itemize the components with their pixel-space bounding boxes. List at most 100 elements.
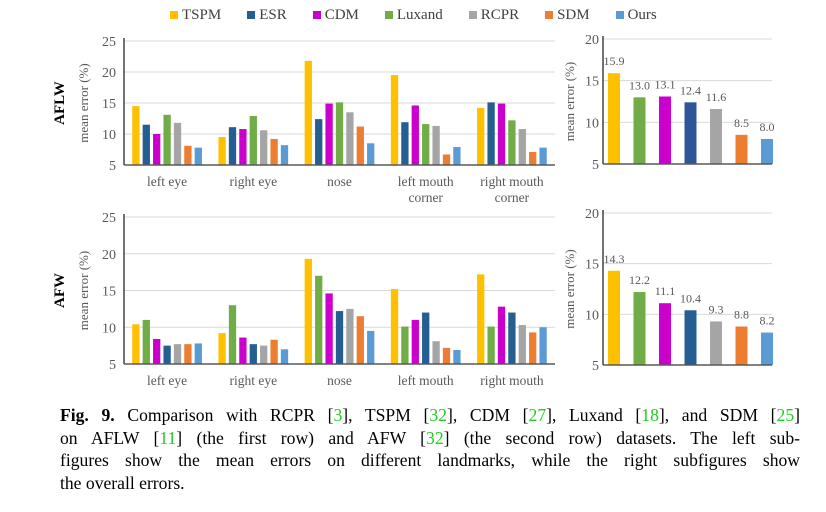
citation-link[interactable]: 3 bbox=[333, 405, 343, 425]
caption-text: Comparison with RCPR [ bbox=[114, 405, 334, 425]
caption-text: on AFLW [ bbox=[60, 427, 160, 448]
bar-rcpr bbox=[346, 308, 354, 364]
x-tick-label: left mouth bbox=[398, 174, 454, 189]
bar-tspm bbox=[477, 107, 485, 165]
bar-cdm bbox=[325, 293, 333, 364]
bar-esr bbox=[142, 124, 150, 165]
x-tick-label: right mouth bbox=[480, 174, 544, 189]
bar-cdm bbox=[325, 103, 333, 165]
caption-line: Fig. 9. Comparison with RCPR [3], TSPM [… bbox=[60, 404, 800, 427]
data-label: 11.6 bbox=[706, 90, 727, 104]
bar-ours bbox=[367, 143, 375, 165]
caption-text: figures show the mean errors on differen… bbox=[60, 450, 800, 470]
bar-sdm bbox=[184, 145, 192, 165]
caption-text: ], and SDM [ bbox=[658, 405, 777, 425]
legend-item-ours: Ours bbox=[615, 5, 657, 25]
data-label: 12.4 bbox=[680, 83, 701, 97]
legend-item-sdm: SDM bbox=[545, 5, 590, 25]
legend-item-esr: ESR bbox=[247, 5, 287, 25]
bar-luxand bbox=[633, 97, 646, 164]
caption-text: ], CDM [ bbox=[446, 405, 529, 425]
bar-ours bbox=[539, 327, 547, 364]
caption-text: the overall errors. bbox=[60, 472, 185, 493]
bar-tspm bbox=[477, 274, 485, 364]
bar-tspm bbox=[304, 258, 312, 364]
bar-esr bbox=[422, 312, 430, 364]
bar-cdm bbox=[239, 129, 247, 165]
citation-link[interactable]: 18 bbox=[641, 405, 659, 425]
bar-sdm bbox=[442, 154, 451, 165]
bar-cdm bbox=[411, 105, 419, 165]
y-axis-label: mean error (%) bbox=[76, 251, 91, 330]
bar-tspm bbox=[304, 60, 312, 166]
data-label: 8.8 bbox=[734, 307, 749, 321]
bar-cdm bbox=[659, 303, 671, 365]
bar-cdm bbox=[411, 319, 419, 364]
x-tick-label: left eye bbox=[147, 174, 187, 189]
bar-rcpr bbox=[260, 130, 268, 165]
bar-luxand bbox=[401, 326, 409, 364]
bar-luxand bbox=[315, 275, 323, 364]
citation-link[interactable]: 27 bbox=[528, 405, 547, 425]
legend-label: CDM bbox=[324, 6, 359, 23]
y-tick-label: 15 bbox=[102, 97, 116, 112]
data-label: 15.9 bbox=[604, 54, 625, 68]
bar-esr bbox=[315, 119, 323, 165]
caption-text: ] (the second row) datasets. The left su… bbox=[443, 427, 801, 448]
caption-text: ], Luxand [ bbox=[546, 405, 642, 425]
bar-luxand bbox=[142, 319, 150, 364]
row-label-afw: AFW bbox=[52, 273, 68, 308]
bar-tspm bbox=[608, 73, 620, 164]
bar-esr bbox=[487, 102, 495, 165]
y-tick-label: 15 bbox=[585, 258, 599, 273]
x-tick-label: nose bbox=[327, 174, 352, 189]
bar-sdm bbox=[270, 138, 278, 165]
bar-esr bbox=[508, 312, 516, 364]
bar-rcpr bbox=[518, 325, 526, 364]
bar-ours bbox=[761, 332, 773, 365]
x-tick-label: left eye bbox=[147, 373, 187, 388]
data-label: 11.1 bbox=[655, 284, 676, 298]
bar-ours bbox=[761, 139, 773, 164]
bar-luxand bbox=[633, 292, 646, 365]
bar-rcpr bbox=[173, 344, 182, 364]
y-tick-label: 15 bbox=[102, 285, 116, 300]
legend: TSPM ESR CDM Luxand RCPR SDM Ours bbox=[170, 5, 683, 25]
y-tick-label: 5 bbox=[109, 358, 116, 373]
y-tick-label: 25 bbox=[102, 35, 116, 50]
bar-esr bbox=[163, 345, 171, 364]
x-tick-label: right eye bbox=[229, 373, 277, 388]
citation-link[interactable]: 11 bbox=[159, 427, 177, 448]
y-axis-label: mean error (%) bbox=[76, 63, 91, 142]
bar-ours bbox=[367, 330, 375, 364]
bar-ours bbox=[194, 343, 202, 364]
legend-swatch bbox=[615, 11, 624, 19]
y-tick-label: 10 bbox=[585, 308, 599, 323]
figure-number: Fig. 9. bbox=[60, 405, 115, 425]
bar-sdm bbox=[270, 339, 278, 364]
caption-line: on AFLW [11] (the first row) and AFW [32… bbox=[60, 427, 800, 450]
caption-text: ], TSPM [ bbox=[342, 405, 430, 425]
data-label: 14.3 bbox=[604, 252, 625, 266]
bar-esr bbox=[401, 122, 409, 165]
data-label: 13.1 bbox=[655, 78, 676, 92]
legend-swatch bbox=[545, 11, 554, 19]
y-tick-label: 5 bbox=[109, 159, 116, 174]
bar-ours bbox=[539, 147, 547, 165]
citation-link[interactable]: 25 bbox=[776, 405, 795, 425]
legend-item-rcpr: RCPR bbox=[468, 5, 519, 25]
x-tick-label: corner bbox=[495, 190, 530, 205]
data-label: 12.2 bbox=[629, 273, 650, 287]
caption-text: ] bbox=[794, 405, 800, 425]
caption-text: ] (the first row) and AFW [ bbox=[176, 427, 427, 448]
figure-charts: 5 10 15 20 25 mean error (%) AFLW left eye right… bbox=[52, 33, 775, 388]
bar-sdm bbox=[735, 134, 748, 164]
bar-rcpr bbox=[173, 122, 182, 165]
y-tick-label: 25 bbox=[102, 211, 116, 226]
citation-link[interactable]: 32 bbox=[426, 427, 444, 448]
bar-tspm bbox=[218, 333, 226, 364]
data-label: 10.4 bbox=[680, 291, 701, 305]
bar-tspm bbox=[390, 289, 399, 364]
citation-link[interactable]: 32 bbox=[429, 405, 447, 425]
bar-luxand bbox=[508, 120, 516, 165]
